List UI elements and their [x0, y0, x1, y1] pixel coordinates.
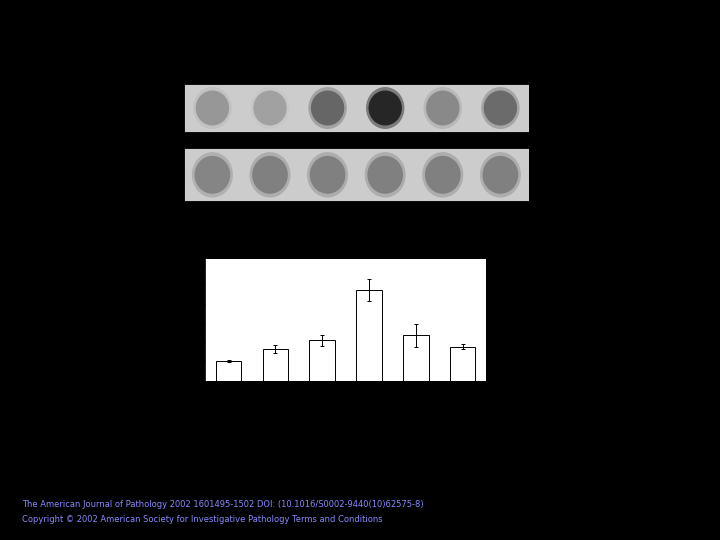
Ellipse shape	[193, 87, 232, 129]
Text: B.: B.	[162, 251, 175, 261]
Text: Figure 4: Figure 4	[335, 12, 385, 25]
Text: PGE$_2$ (10 $\mu$M): PGE$_2$ (10 $\mu$M)	[337, 43, 399, 56]
Ellipse shape	[480, 152, 521, 198]
Bar	[184, 148, 529, 201]
Text: 18s: 18s	[166, 104, 181, 112]
Bar	[310, 340, 335, 381]
Ellipse shape	[484, 91, 517, 125]
Ellipse shape	[308, 87, 347, 129]
Bar	[450, 347, 475, 381]
Text: 48h: 48h	[434, 68, 451, 77]
Ellipse shape	[422, 152, 464, 198]
Bar	[263, 349, 288, 381]
Text: 12h: 12h	[319, 68, 336, 77]
Ellipse shape	[311, 91, 344, 125]
Text: TSG-6: TSG-6	[558, 104, 583, 112]
Text: Control: Control	[208, 48, 217, 76]
Ellipse shape	[249, 152, 291, 198]
Bar	[216, 361, 241, 381]
Text: 72h: 72h	[492, 68, 509, 77]
Ellipse shape	[253, 91, 287, 125]
Bar	[403, 335, 428, 381]
Ellipse shape	[192, 152, 233, 198]
Ellipse shape	[367, 156, 403, 194]
Ellipse shape	[307, 152, 348, 198]
Ellipse shape	[194, 156, 230, 194]
Text: The American Journal of Pathology 2002 1601495-1502 DOI: (10.1016/S0002-9440(10): The American Journal of Pathology 2002 1…	[22, 500, 423, 509]
Ellipse shape	[482, 156, 518, 194]
Ellipse shape	[369, 91, 402, 125]
Text: Fold increase: Fold increase	[171, 296, 179, 352]
Text: A.: A.	[162, 30, 175, 40]
Ellipse shape	[310, 156, 346, 194]
Bar	[356, 290, 382, 381]
Ellipse shape	[423, 87, 462, 129]
Ellipse shape	[481, 87, 520, 129]
Bar	[184, 84, 529, 132]
Ellipse shape	[252, 156, 288, 194]
Text: Copyright © 2002 American Society for Investigative Pathology Terms and Conditio: Copyright © 2002 American Society for In…	[22, 515, 382, 524]
Ellipse shape	[426, 91, 459, 125]
Ellipse shape	[364, 152, 406, 198]
Text: 24h: 24h	[377, 68, 394, 77]
Ellipse shape	[366, 87, 405, 129]
Text: 28s: 28s	[166, 170, 181, 179]
Ellipse shape	[196, 91, 229, 125]
Ellipse shape	[425, 156, 461, 194]
Text: 6h: 6h	[264, 68, 276, 77]
Ellipse shape	[251, 87, 289, 129]
